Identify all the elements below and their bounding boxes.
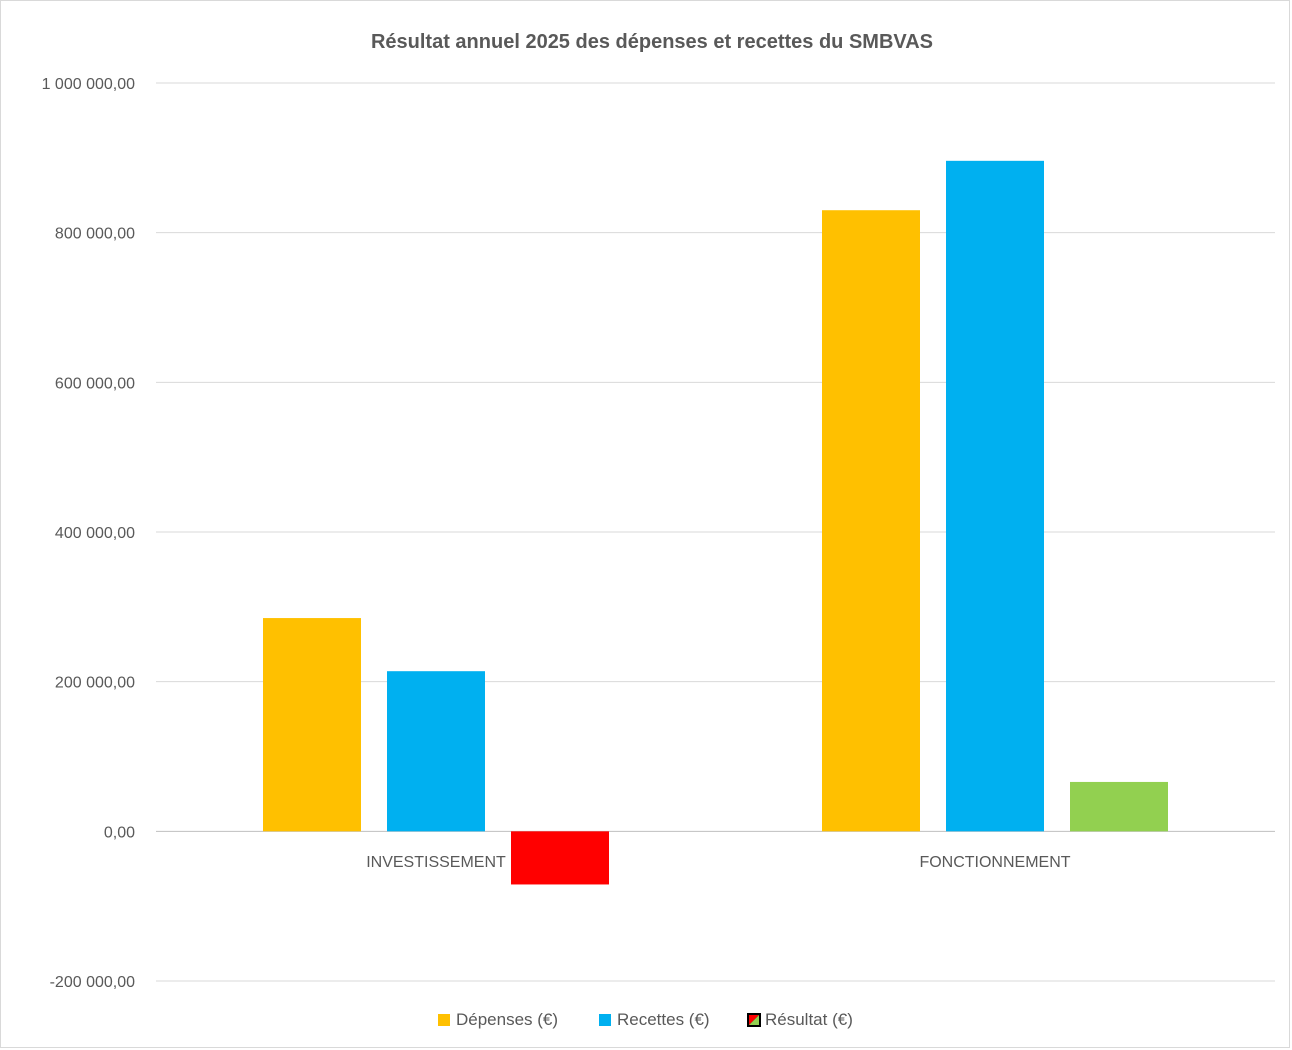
y-tick-label: 600 000,00 [55,375,135,392]
category-label: FONCTIONNEMENT [919,854,1070,871]
legend-label: Dépenses (€) [456,1010,558,1029]
y-tick-label: 0,00 [104,824,135,841]
bar-investissement-depenses [263,618,361,832]
legend: Dépenses (€) Recettes (€) Résultat (€) [438,1010,853,1029]
bar-fonctionnement-resultat [1070,781,1168,832]
legend-label: Résultat (€) [765,1010,853,1029]
y-axis-ticks: -200 000,00 0,00 200 000,00 400 000,00 600 0… [42,76,136,991]
gridlines [156,82,1275,982]
bar-investissement-recettes [387,671,485,832]
y-tick-label: -200 000,00 [50,974,136,991]
legend-swatch [438,1014,450,1026]
bar-investissement-resultat [511,831,609,885]
category-label: INVESTISSEMENT [366,854,506,871]
bar-fonctionnement-recettes [946,160,1044,832]
legend-label: Recettes (€) [617,1010,710,1029]
bars [263,160,1168,885]
x-axis-categories: INVESTISSEMENT FONCTIONNEMENT [366,854,1071,871]
bar-fonctionnement-depenses [822,210,920,832]
y-tick-label: 200 000,00 [55,675,135,692]
y-tick-label: 800 000,00 [55,226,135,243]
legend-swatch-positive [749,1015,759,1025]
y-tick-label: 400 000,00 [55,525,135,542]
chart-title: Résultat annuel 2025 des dépenses et rec… [371,31,933,53]
legend-swatch [599,1014,611,1026]
y-tick-label: 1 000 000,00 [42,76,136,93]
